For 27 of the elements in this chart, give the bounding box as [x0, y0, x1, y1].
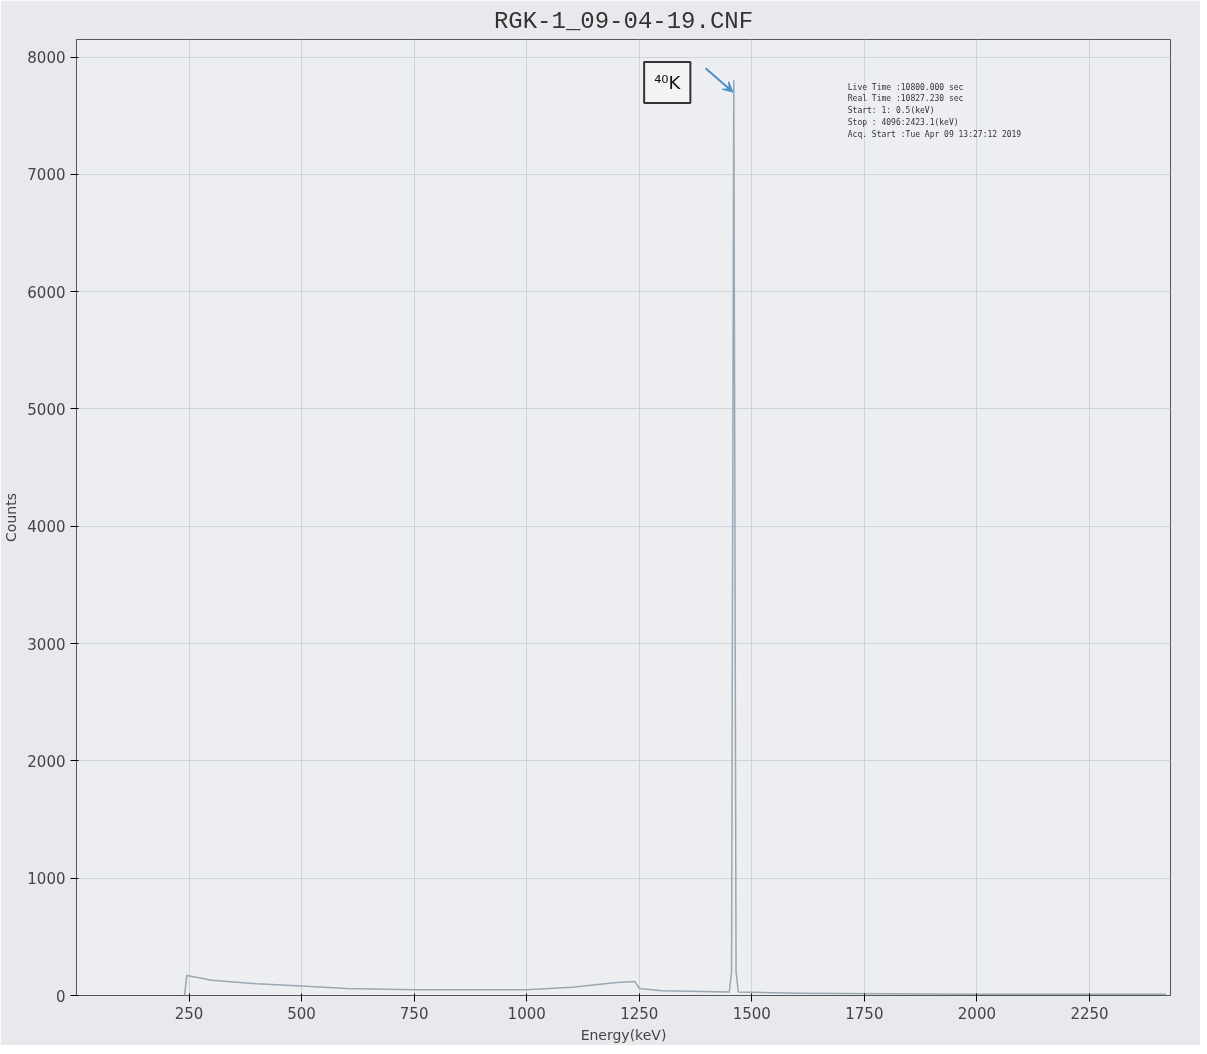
y-tick-label: 0 [55, 987, 66, 1006]
x-tick-label: 500 [287, 1004, 316, 1023]
y-tick-label: 7000 [27, 166, 66, 185]
y-tick-label: 5000 [27, 401, 66, 419]
y-tick-label: 4000 [27, 518, 66, 537]
chart-title: RGK-1_09-04-19.CNF [493, 7, 754, 35]
annotation: Start: 1: 0.5(keV) [847, 106, 935, 116]
y-tick-label: 8000 [27, 49, 66, 68]
x-tick-label: 1750 [845, 1004, 884, 1023]
x-tick-label: 1500 [732, 1004, 771, 1023]
x-tick-label: 1000 [507, 1004, 546, 1023]
annotation: Real Time :10827.230 sec [847, 94, 964, 104]
y-tick-label: 2000 [27, 752, 66, 771]
annotation: ⁴⁰K [654, 72, 682, 94]
annotation: Stop : 4096:2423.1(keV) [847, 118, 959, 128]
y-tick-label: 6000 [27, 283, 66, 302]
y-tick-label: 1000 [27, 870, 66, 889]
x-tick-label: 750 [399, 1004, 429, 1023]
x-tick-label: 2000 [957, 1004, 997, 1023]
y-axis-title: Counts [3, 493, 20, 542]
x-tick-label: 2250 [1070, 1004, 1109, 1023]
x-axis-title: Energy(keV) [580, 1026, 667, 1043]
y-tick-label: 3000 [27, 635, 66, 654]
x-tick-label: 250 [174, 1004, 204, 1023]
annotation: Acq. Start :Tue Apr 09 13:27:12 2019 [847, 130, 1022, 140]
x-tick-label: 1250 [620, 1004, 659, 1023]
annotation: Live Time :10800.000 sec [847, 82, 964, 92]
